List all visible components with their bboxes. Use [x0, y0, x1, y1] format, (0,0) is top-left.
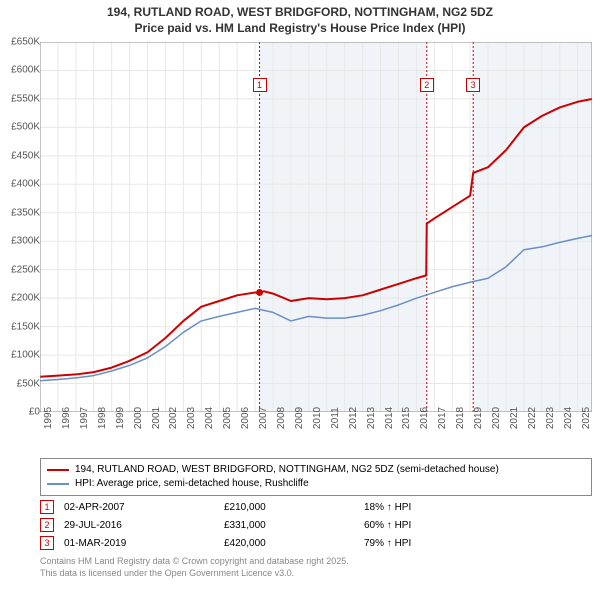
legend-label: HPI: Average price, semi-detached house,…: [75, 477, 309, 491]
x-tick-label: 2000: [133, 407, 144, 429]
x-tick-label: 2003: [186, 407, 197, 429]
legend-item: HPI: Average price, semi-detached house,…: [47, 477, 585, 491]
x-tick-label: 2014: [384, 407, 395, 429]
legend-label: 194, RUTLAND ROAD, WEST BRIDGFORD, NOTTI…: [75, 463, 499, 477]
footer-line2: This data is licensed under the Open Gov…: [40, 568, 349, 580]
x-tick-label: 1997: [79, 407, 90, 429]
sale-marker-box: 1: [253, 78, 267, 92]
x-tick-label: 2023: [545, 407, 556, 429]
x-tick-label: 2022: [527, 407, 538, 429]
footer-line1: Contains HM Land Registry data © Crown c…: [40, 556, 349, 568]
x-tick-label: 1995: [43, 407, 54, 429]
x-tick-label: 2006: [240, 407, 251, 429]
chart-title: 194, RUTLAND ROAD, WEST BRIDGFORD, NOTTI…: [0, 0, 600, 36]
x-tick-label: 2015: [401, 407, 412, 429]
sale-pct: 60% ↑ HPI: [364, 520, 484, 531]
sale-pct: 79% ↑ HPI: [364, 538, 484, 549]
x-tick-label: 2004: [204, 407, 215, 429]
x-tick-label: 1999: [115, 407, 126, 429]
x-tick-label: 2011: [330, 407, 341, 429]
x-tick-label: 2001: [151, 407, 162, 429]
table-row: 3 01-MAR-2019 £420,000 79% ↑ HPI: [40, 534, 592, 552]
x-tick-label: 2009: [294, 407, 305, 429]
y-tick-label: £200K: [0, 293, 40, 304]
y-tick-label: £500K: [0, 122, 40, 133]
legend-item: 194, RUTLAND ROAD, WEST BRIDGFORD, NOTTI…: [47, 463, 585, 477]
x-tick-label: 1996: [61, 407, 72, 429]
x-tick-label: 2020: [491, 407, 502, 429]
y-tick-label: £350K: [0, 207, 40, 218]
plot-svg: [40, 42, 592, 412]
title-line2: Price paid vs. HM Land Registry's House …: [0, 20, 600, 36]
x-tick-label: 2016: [419, 407, 430, 429]
x-tick-label: 2019: [473, 407, 484, 429]
sale-price: £420,000: [224, 538, 354, 549]
x-tick-label: 2021: [509, 407, 520, 429]
legend: 194, RUTLAND ROAD, WEST BRIDGFORD, NOTTI…: [40, 458, 592, 496]
x-tick-label: 2025: [581, 407, 592, 429]
x-tick-label: 2008: [276, 407, 287, 429]
x-tick-label: 2002: [168, 407, 179, 429]
sale-number-box: 1: [40, 500, 54, 514]
y-tick-label: £650K: [0, 37, 40, 48]
y-tick-label: £400K: [0, 179, 40, 190]
sale-number-box: 3: [40, 536, 54, 550]
y-tick-label: £550K: [0, 93, 40, 104]
sale-pct: 18% ↑ HPI: [364, 502, 484, 513]
sale-price: £331,000: [224, 520, 354, 531]
y-tick-label: £450K: [0, 150, 40, 161]
x-tick-label: 2010: [312, 407, 323, 429]
y-tick-label: £100K: [0, 350, 40, 361]
chart-area: [40, 42, 592, 412]
x-tick-label: 2005: [222, 407, 233, 429]
x-tick-label: 2017: [437, 407, 448, 429]
x-tick-label: 2007: [258, 407, 269, 429]
sale-marker-box: 3: [466, 78, 480, 92]
footer-text: Contains HM Land Registry data © Crown c…: [40, 556, 349, 579]
x-tick-label: 2013: [366, 407, 377, 429]
sale-date: 01-MAR-2019: [64, 538, 214, 549]
legend-swatch: [47, 469, 69, 471]
x-tick-label: 2012: [348, 407, 359, 429]
sale-price: £210,000: [224, 502, 354, 513]
y-tick-label: £0: [0, 407, 40, 418]
y-tick-label: £50K: [0, 378, 40, 389]
table-row: 2 29-JUL-2016 £331,000 60% ↑ HPI: [40, 516, 592, 534]
x-tick-label: 2024: [563, 407, 574, 429]
sale-number-box: 2: [40, 518, 54, 532]
y-tick-label: £600K: [0, 65, 40, 76]
sale-marker-box: 2: [420, 78, 434, 92]
x-tick-label: 2018: [455, 407, 466, 429]
sale-date: 02-APR-2007: [64, 502, 214, 513]
y-tick-label: £300K: [0, 236, 40, 247]
sale-date: 29-JUL-2016: [64, 520, 214, 531]
sales-table: 1 02-APR-2007 £210,000 18% ↑ HPI 2 29-JUL-201…: [40, 498, 592, 552]
legend-swatch: [47, 483, 69, 485]
table-row: 1 02-APR-2007 £210,000 18% ↑ HPI: [40, 498, 592, 516]
x-tick-label: 1998: [97, 407, 108, 429]
title-line1: 194, RUTLAND ROAD, WEST BRIDGFORD, NOTTI…: [0, 4, 600, 20]
y-tick-label: £150K: [0, 321, 40, 332]
y-tick-label: £250K: [0, 264, 40, 275]
